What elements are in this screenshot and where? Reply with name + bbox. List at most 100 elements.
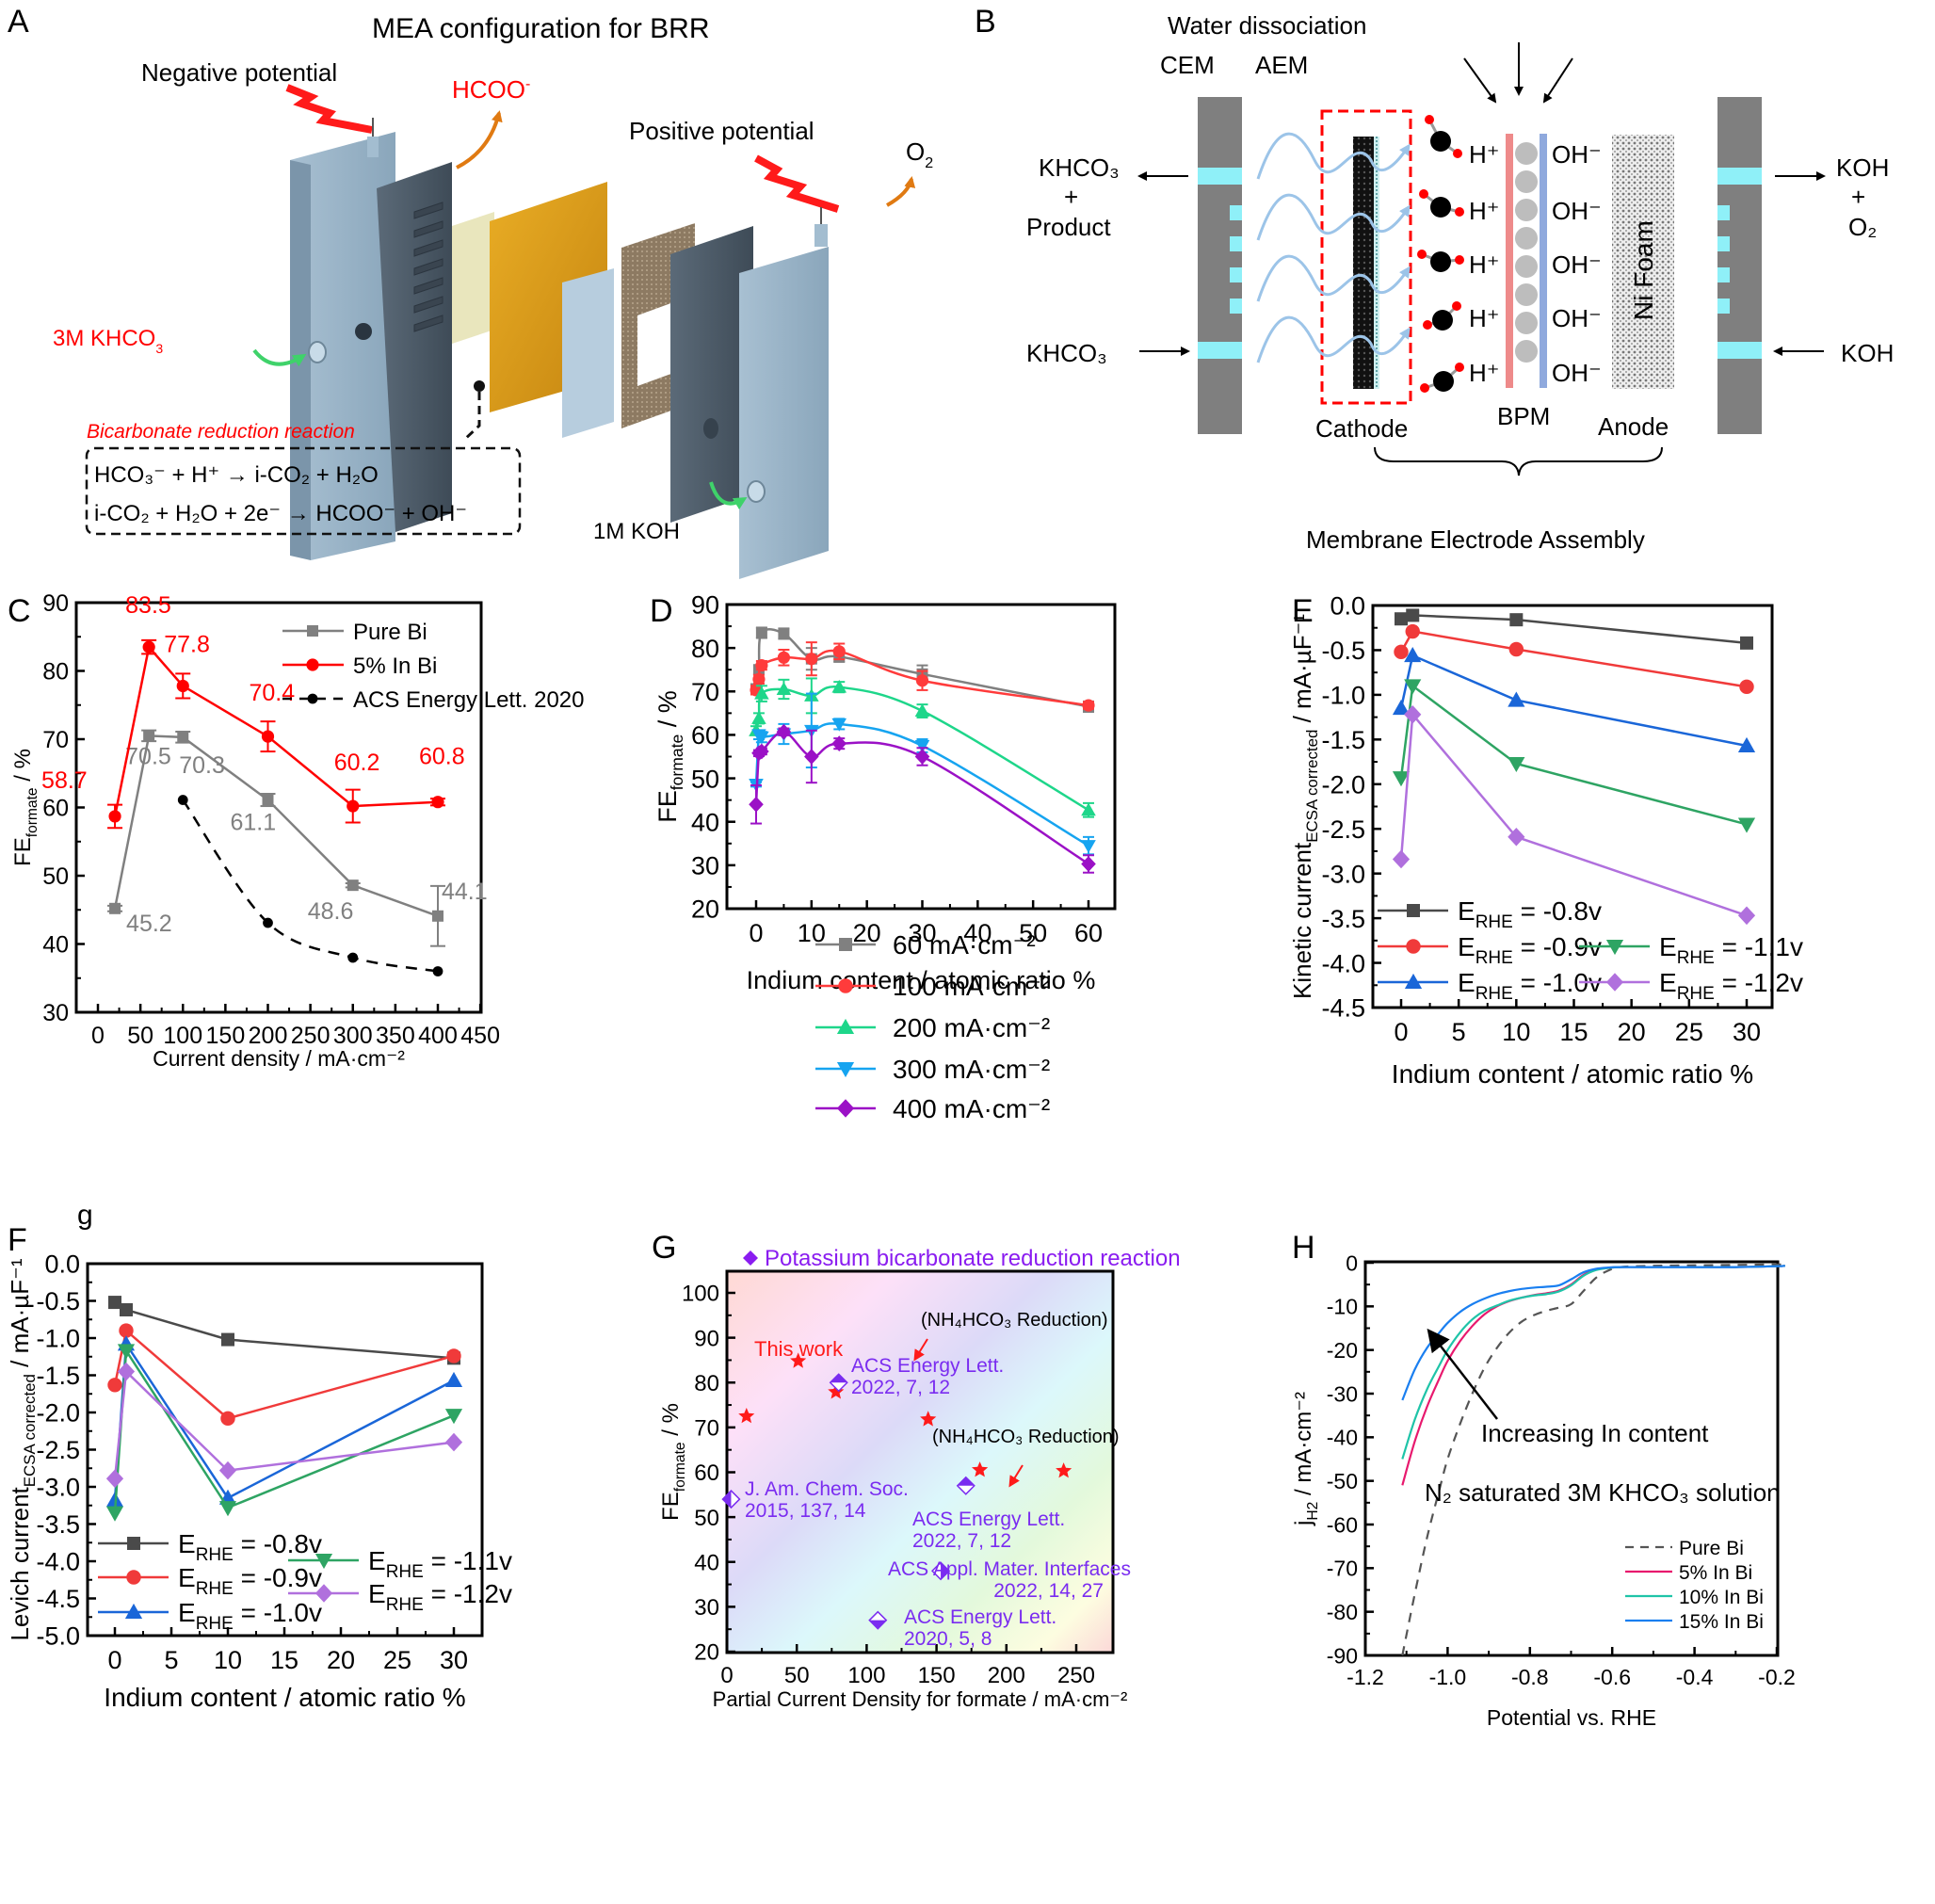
y-axis-label-main: Levich current bbox=[6, 1486, 34, 1640]
h-plus-2: H⁺ bbox=[1469, 197, 1500, 225]
x-tick-label: 50 bbox=[784, 1663, 810, 1688]
data-label: 70.5 bbox=[125, 743, 171, 769]
y-tick-label: -2.5 bbox=[1321, 815, 1365, 844]
series-erhe0.9: ERHE = -0.9v bbox=[98, 1323, 461, 1599]
x-tick-label: 0 bbox=[749, 919, 763, 947]
data-point bbox=[1508, 827, 1525, 847]
literature-points: ACS Energy Lett.2022, 7, 12(NH₄HCO₃ Redu… bbox=[721, 1310, 1131, 1650]
data-point bbox=[1406, 608, 1420, 622]
legend-label-main: E bbox=[1458, 896, 1475, 926]
series-line bbox=[1399, 653, 1748, 748]
y-tick-label: -40 bbox=[1327, 1426, 1358, 1450]
left-out-1: KHCO₃ bbox=[1039, 153, 1120, 182]
data-point bbox=[261, 730, 275, 743]
panel-letter-e: E bbox=[1292, 593, 1314, 629]
y-axis-label-main: FE bbox=[658, 1492, 684, 1521]
cathode-port-hole bbox=[355, 323, 372, 340]
oh-minus-4: OH⁻ bbox=[1552, 304, 1602, 332]
plot-frame bbox=[725, 1269, 1115, 1654]
negative-potential-label: Negative potential bbox=[141, 58, 337, 87]
mea-brace bbox=[1374, 446, 1663, 476]
data-point bbox=[778, 627, 790, 639]
data-point bbox=[262, 794, 274, 806]
data-point bbox=[108, 810, 121, 823]
y-tick-label: 20 bbox=[691, 896, 719, 924]
x-tick-label: 30 bbox=[440, 1646, 468, 1674]
co2-flow-waves bbox=[1256, 132, 1411, 363]
diamond-fill bbox=[941, 1562, 950, 1580]
y-tick-label: 60 bbox=[691, 721, 719, 750]
y-axis-label-sub: formate bbox=[24, 787, 40, 837]
o2-label: O2 bbox=[906, 137, 933, 171]
cathode-flow-channels bbox=[1230, 205, 1242, 314]
star-marker bbox=[1056, 1462, 1072, 1478]
x-tick-label: 15 bbox=[270, 1646, 298, 1674]
data-point bbox=[914, 749, 930, 765]
y-tick-label: 100 bbox=[682, 1282, 719, 1307]
bpm-label: BPM bbox=[1497, 402, 1550, 430]
y-tick-label: -50 bbox=[1327, 1469, 1358, 1493]
diamond-fill bbox=[722, 1491, 732, 1509]
right-in-label: KOH bbox=[1841, 339, 1894, 367]
legend-label-main: E bbox=[1659, 968, 1677, 997]
anode-outlet-channel bbox=[1717, 168, 1762, 185]
y-axis-label-main: FE bbox=[10, 837, 36, 866]
x-axis-label: Potential vs. RHE bbox=[1487, 1705, 1656, 1730]
y-axis-label-sub: formate bbox=[668, 734, 686, 790]
y-tick-label: -1.0 bbox=[36, 1325, 80, 1353]
legend-marker bbox=[314, 1554, 333, 1570]
reference-label: ACS Energy Lett. bbox=[851, 1355, 1004, 1377]
y-tick-label: 50 bbox=[42, 863, 69, 890]
anode-sheet bbox=[562, 268, 614, 438]
data-point bbox=[1081, 802, 1096, 816]
this-work-points: This work bbox=[738, 1337, 1072, 1478]
anode-label: Anode bbox=[1598, 412, 1669, 441]
legend-label-tail: = -1.1v bbox=[1715, 932, 1803, 961]
x-tick-label: -0.2 bbox=[1758, 1665, 1796, 1689]
series-15-in-bi: 15% In Bi bbox=[1401, 1265, 1785, 1633]
mesh-window bbox=[637, 301, 676, 386]
data-point bbox=[432, 966, 443, 976]
y-tick-label: -60 bbox=[1327, 1512, 1358, 1537]
data-point bbox=[914, 703, 930, 718]
x-tick-label: 5 bbox=[164, 1646, 178, 1674]
legend-label-sub: RHE bbox=[1475, 912, 1513, 932]
left-out-2: + bbox=[1064, 183, 1078, 211]
legend-label-sub: RHE bbox=[386, 1562, 424, 1582]
star-marker bbox=[790, 1352, 807, 1368]
legend-label-main: E bbox=[178, 1563, 196, 1592]
catholyte-in-arrow-icon bbox=[252, 348, 307, 367]
legend-label: ERHE = -1.1v bbox=[1659, 932, 1803, 968]
anolyte-in-arrow-icon bbox=[709, 481, 748, 510]
legend-marker bbox=[836, 1062, 855, 1078]
legend-label: 5% In Bi bbox=[353, 653, 437, 679]
data-point bbox=[755, 659, 768, 672]
legend-label-sub: RHE bbox=[1475, 948, 1513, 968]
water-dissociation-catalyst bbox=[1515, 142, 1538, 363]
legend-marker bbox=[307, 693, 318, 704]
series-line bbox=[1399, 630, 1748, 688]
x-tick-label: 100 bbox=[163, 1023, 202, 1049]
y-tick-label: 80 bbox=[691, 635, 719, 663]
reference-year: 2022, 7, 12 bbox=[912, 1530, 1011, 1552]
reference-year: 2022, 7, 12 bbox=[851, 1377, 950, 1398]
cathode-end-plate bbox=[290, 132, 395, 560]
reaction-note: (NH₄HCO₃ Reduction) bbox=[932, 1427, 1120, 1447]
y-tick-label: 0.0 bbox=[1330, 592, 1365, 621]
legend-marker bbox=[127, 1537, 140, 1550]
cem-label: CEM bbox=[1160, 51, 1215, 79]
y-tick-label: 40 bbox=[691, 808, 719, 836]
series-erhe0.9: ERHE = -0.9v bbox=[1378, 623, 1754, 968]
x-tick-label: 250 bbox=[291, 1023, 331, 1049]
x-tick-label: 10 bbox=[798, 919, 826, 947]
data-point bbox=[1740, 636, 1753, 650]
y-axis-label-tail: / mA·cm⁻² bbox=[1291, 1392, 1316, 1502]
legend-marker bbox=[314, 1584, 333, 1603]
data-point bbox=[1509, 613, 1524, 627]
series-line bbox=[113, 1368, 455, 1479]
cathode-gde bbox=[452, 212, 494, 344]
x-tick-label: 0 bbox=[720, 1663, 733, 1688]
data-point bbox=[1392, 700, 1411, 716]
star-marker bbox=[972, 1461, 989, 1477]
reaction-eq-1: HCO₃⁻ + H⁺ → i-CO₂ + H₂O bbox=[94, 462, 379, 488]
